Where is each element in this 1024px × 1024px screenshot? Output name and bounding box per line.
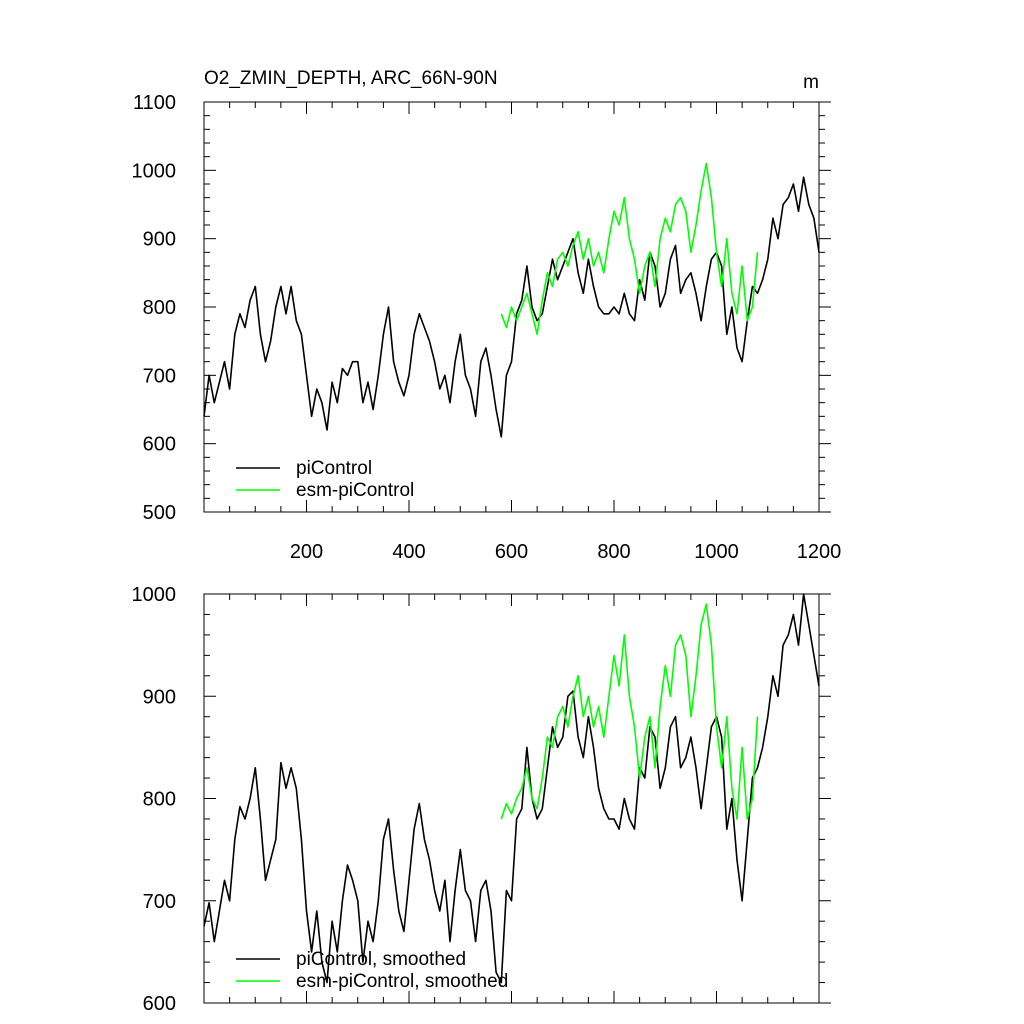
series-line-1	[500, 162, 759, 336]
y-tick-label: 1000	[132, 584, 177, 606]
y-tick-label: 900	[143, 229, 176, 251]
y-tick-label: 700	[143, 891, 176, 913]
legend-label: piControl	[296, 458, 372, 479]
series-line-1	[500, 603, 759, 820]
y-tick-label: 800	[143, 297, 176, 319]
x-tick-label: 800	[597, 541, 630, 563]
legend-label: esm-piControl, smoothed	[296, 971, 508, 992]
y-tick-label: 900	[143, 686, 176, 708]
x-tick-label: 1200	[797, 541, 842, 563]
y-tick-label: 1000	[132, 160, 177, 182]
y-tick-label: 600	[143, 993, 176, 1015]
y-tick-label: 800	[143, 789, 176, 811]
y-tick-label: 1100	[133, 92, 176, 114]
legend-label: piControl, smoothed	[296, 949, 466, 970]
top-panel: 500 600 700 800 900 1000 1100 200 400 600 800 1000 1…	[132, 92, 842, 563]
series-line-0	[203, 593, 820, 984]
x-tick-label: 600	[495, 541, 528, 563]
x-tick-label: 1000	[694, 541, 739, 563]
x-tick-label: 200	[290, 541, 323, 563]
y-tick-label: 700	[143, 365, 176, 387]
bottom-panel: 600 700 800 900 1000 piControl, smoothedesm-p…	[132, 584, 831, 1015]
units-label: m	[803, 72, 819, 93]
y-tick-label: 500	[143, 502, 176, 524]
plot-frame	[203, 593, 820, 1004]
legend-label: esm-piControl	[296, 480, 414, 501]
y-tick-label: 600	[143, 434, 176, 456]
chart-title: O2_ZMIN_DEPTH, ARC_66N-90N	[204, 68, 498, 89]
x-tick-label: 400	[392, 541, 425, 563]
